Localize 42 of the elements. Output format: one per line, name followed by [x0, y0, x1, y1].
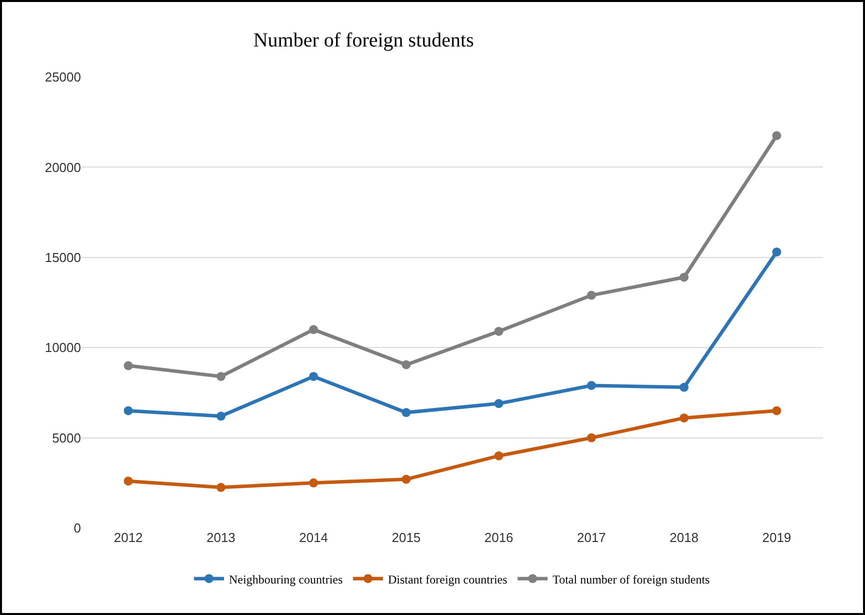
point: [494, 326, 504, 336]
x-tick-label: 2019: [762, 530, 792, 545]
point: [309, 372, 318, 381]
x-tick-label: 2017: [576, 530, 606, 545]
point: [309, 325, 318, 334]
point: [772, 406, 782, 416]
point: [772, 247, 782, 256]
y-tick-label: 5000: [52, 430, 81, 446]
point: [680, 272, 689, 282]
point: [124, 476, 133, 486]
x-tick-label: 2016: [484, 530, 514, 545]
point: [586, 380, 596, 390]
y-tick-label: 25000: [44, 70, 81, 85]
chart-title: Number of foreign students: [253, 30, 474, 52]
y-tick-label: 0: [74, 520, 81, 536]
point: [124, 406, 133, 416]
y-tick-label: 20000: [44, 160, 81, 175]
legend-label: Distant foreign countries: [388, 572, 508, 586]
x-tick-label: 2014: [299, 530, 328, 545]
point: [309, 478, 318, 488]
point: [402, 408, 411, 418]
point: [494, 399, 504, 408]
point: [772, 131, 782, 140]
legend-label: Neighbouring countries: [229, 572, 343, 586]
point: [586, 290, 596, 300]
x-tick-label: 2012: [114, 530, 143, 545]
x-tick-label: 2013: [206, 530, 236, 545]
x-tick-label: 2015: [392, 530, 421, 545]
point: [402, 360, 411, 370]
legend-label: Total number of foreign students: [552, 572, 710, 586]
point: [402, 474, 411, 484]
point: [680, 382, 689, 392]
point: [124, 361, 133, 370]
y-tick-label: 15000: [44, 250, 81, 265]
y-tick-label: 10000: [44, 340, 81, 356]
point: [680, 413, 689, 422]
point: [494, 451, 504, 460]
point: [216, 372, 226, 381]
point: [586, 433, 596, 442]
x-tick-label: 2018: [670, 530, 699, 545]
point: [216, 482, 226, 492]
point: [216, 412, 226, 421]
